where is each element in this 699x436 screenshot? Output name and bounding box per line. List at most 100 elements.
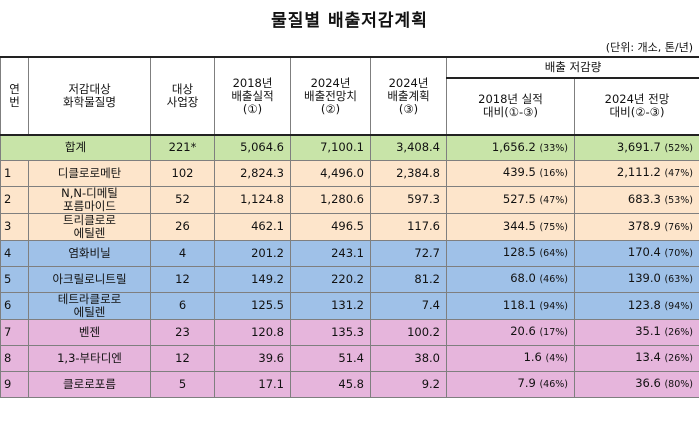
row-no: 8 <box>0 344 29 372</box>
row-vs-2024-value: 139.0 <box>627 271 661 285</box>
row-substance-name: N,N-디메틸 포름마이드 <box>28 185 151 214</box>
total-sites: 221* <box>150 134 215 161</box>
row-substance-name: 트리클로로 에틸렌 <box>28 212 151 241</box>
row-forecast-2024: 243.1 <box>290 239 371 267</box>
total-actual-2018: 5,064.6 <box>214 134 291 161</box>
row-vs-2024: 35.1 (26%) <box>574 318 699 346</box>
row-vs-2018: 118.1 (94%) <box>446 291 575 320</box>
row-vs-2018: 344.5 (75%) <box>446 212 575 241</box>
row-vs-2018-value: 118.1 <box>502 297 536 312</box>
row-vs-2024-pct: (76%) <box>664 221 693 233</box>
total-vs-2024-pct: (52%) <box>664 142 693 154</box>
row-vs-2018: 20.6 (17%) <box>446 318 575 346</box>
header-plan-2024-line2: 배출계획 <box>387 88 430 103</box>
table-row: 9 클로로포름 5 17.1 45.8 9.2 7.9 (46%) 36.6 (80%) <box>0 370 699 398</box>
row-vs-2024: 36.6 (80%) <box>574 370 699 398</box>
total-vs-2018: 1,656.2 (33%) <box>446 134 575 161</box>
row-vs-2018-pct: (46%) <box>539 274 568 285</box>
header-reduction-group: 배출 저감량 <box>446 56 699 79</box>
row-vs-2018-pct: (17%) <box>539 327 568 338</box>
row-vs-2018-pct: (46%) <box>539 379 568 390</box>
header-no: 연 번 <box>0 56 29 136</box>
row-vs-2018: 1.6 (4%) <box>446 344 575 372</box>
header-actual-2018: 2018년 배출실적 (①) <box>214 56 291 136</box>
table-row: 1 디클로로메탄 102 2,824.3 4,496.0 2,384.8 439.5 (16… <box>0 159 699 187</box>
row-plan-2024: 81.2 <box>370 265 447 293</box>
row-vs-2024-value: 2,111.2 <box>616 165 661 179</box>
total-forecast-2024: 7,100.1 <box>290 134 371 161</box>
row-no: 6 <box>0 291 29 320</box>
header-sites-line1: 대상 <box>171 82 194 96</box>
row-sites: 12 <box>150 265 215 293</box>
total-vs-2018-pct: (33%) <box>539 142 568 154</box>
row-substance-name-line: 디클로로메탄 <box>57 165 122 180</box>
row-vs-2018-pct: (64%) <box>539 248 568 259</box>
row-substance-name-line: 에틸렌 <box>73 304 106 319</box>
row-plan-2024: 117.6 <box>370 212 447 241</box>
row-no: 1 <box>0 159 29 187</box>
row-vs-2018-value: 7.9 <box>517 376 536 390</box>
header-substance-line1: 저감대상 <box>68 82 111 96</box>
row-vs-2018-value: 1.6 <box>523 350 542 364</box>
row-vs-2018-value: 128.5 <box>502 245 536 259</box>
row-vs-2018-value: 344.5 <box>502 218 536 233</box>
row-vs-2024-value: 36.6 <box>635 376 661 390</box>
row-forecast-2024: 45.8 <box>290 370 371 398</box>
row-substance-name: 클로로포름 <box>28 370 151 398</box>
table-row: 7 벤젠 23 120.8 135.3 100.2 20.6 (17%) 35.1 (26%) <box>0 318 699 346</box>
row-vs-2024-pct: (47%) <box>664 168 693 179</box>
row-vs-2024: 123.8 (94%) <box>574 291 699 320</box>
header-plan-2024-line3: (③) <box>398 101 419 116</box>
row-vs-2024-pct: (26%) <box>664 327 693 338</box>
header-no-line2: 번 <box>9 95 20 109</box>
header-forecast-2024-line2: 배출전망치 <box>304 88 357 103</box>
row-vs-2024: 2,111.2 (47%) <box>574 159 699 187</box>
row-vs-2024-value: 123.8 <box>627 297 661 312</box>
header-vs-2018: 2018년 실적 대비(①-③) <box>446 76 575 136</box>
row-vs-2024-value: 170.4 <box>627 245 661 259</box>
row-sites: 4 <box>150 239 215 267</box>
row-vs-2018: 527.5 (47%) <box>446 185 575 214</box>
page-title: 물질별 배출저감계획 <box>271 11 428 31</box>
row-forecast-2024: 4,496.0 <box>290 159 371 187</box>
row-substance-name: 1,3-부타디엔 <box>28 344 151 372</box>
emission-reduction-table: 연 번 저감대상 화학물질명 대상 사업장 2018년 배출실적 (①) 202… <box>0 56 699 398</box>
row-forecast-2024: 1,280.6 <box>290 185 371 214</box>
header-actual-2018-line3: (①) <box>242 101 263 116</box>
header-actual-2018-line1: 2018년 <box>232 75 273 90</box>
row-substance-name-line: 트리클로로 <box>63 213 116 227</box>
row-vs-2018-pct: (75%) <box>539 221 568 233</box>
header-vs-2024-line1: 2024년 전망 <box>604 92 670 107</box>
row-vs-2018-pct: (94%) <box>539 300 568 312</box>
row-actual-2018: 149.2 <box>214 265 291 293</box>
row-no: 4 <box>0 239 29 267</box>
table-row: 3 트리클로로 에틸렌 26 462.1 496.5 117.6 344.5 (75%) 378… <box>0 212 699 241</box>
header-substance: 저감대상 화학물질명 <box>28 56 151 136</box>
row-sites: 102 <box>150 159 215 187</box>
table-row: 5 아크릴로니트릴 12 149.2 220.2 81.2 68.0 (46%) 139.0 … <box>0 265 699 293</box>
header-plan-2024-line1: 2024년 <box>388 75 429 90</box>
row-vs-2018: 128.5 (64%) <box>446 239 575 267</box>
row-substance-name-line: N,N-디메틸 <box>61 186 118 200</box>
row-no: 5 <box>0 265 29 293</box>
header-forecast-2024-line1: 2024년 <box>310 75 351 90</box>
row-substance-name-line: 에틸렌 <box>73 225 106 240</box>
row-substance-name-line: 염화비닐 <box>68 245 111 260</box>
row-forecast-2024: 220.2 <box>290 265 371 293</box>
row-plan-2024: 597.3 <box>370 185 447 214</box>
row-substance-name-line: 포름마이드 <box>63 198 116 213</box>
row-substance-name-line: 1,3-부타디엔 <box>57 350 122 365</box>
row-vs-2024-value: 35.1 <box>635 324 661 338</box>
table-row: 8 1,3-부타디엔 12 39.6 51.4 38.0 1.6 (4%) 13.4 (26%… <box>0 344 699 372</box>
row-actual-2018: 462.1 <box>214 212 291 241</box>
row-vs-2018: 439.5 (16%) <box>446 159 575 187</box>
row-substance-name: 염화비닐 <box>28 239 151 267</box>
row-actual-2018: 17.1 <box>214 370 291 398</box>
row-vs-2024-value: 13.4 <box>635 350 661 364</box>
row-vs-2018-value: 20.6 <box>510 324 536 338</box>
row-no: 7 <box>0 318 29 346</box>
row-substance-name-line: 아크릴로니트릴 <box>52 271 127 286</box>
row-vs-2024: 170.4 (70%) <box>574 239 699 267</box>
row-actual-2018: 201.2 <box>214 239 291 267</box>
header-forecast-2024-line3: (②) <box>320 101 341 116</box>
